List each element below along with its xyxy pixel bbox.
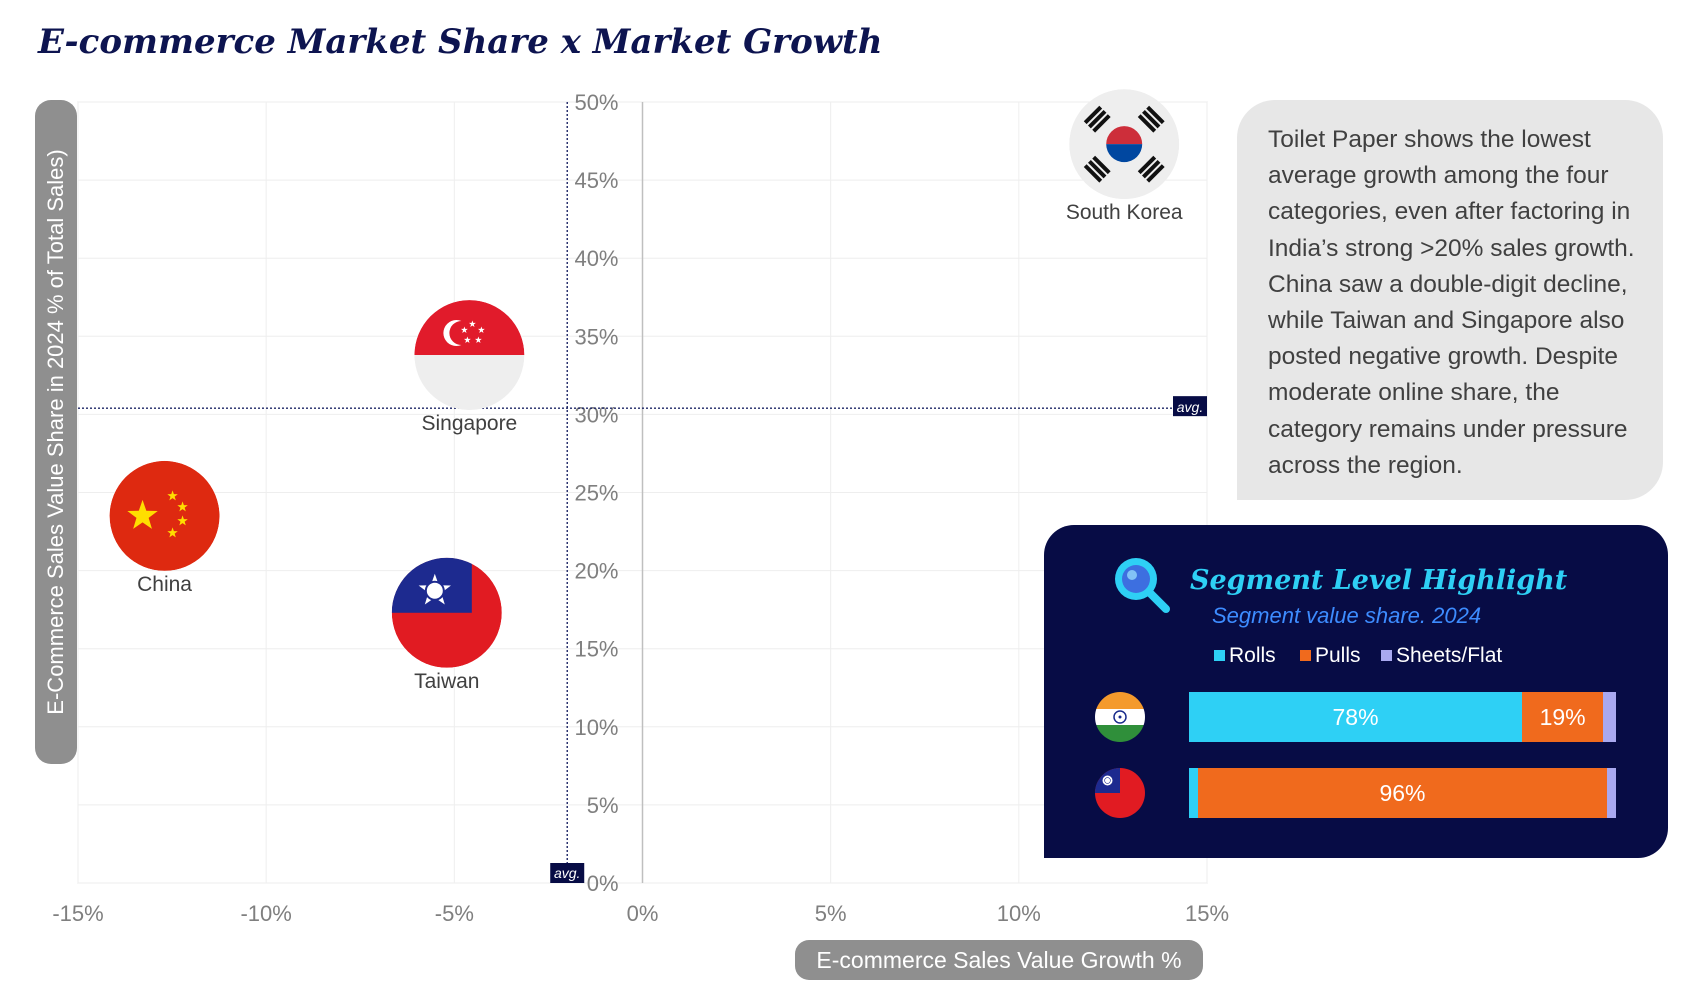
y-tick-label: 0% — [587, 871, 619, 896]
legend-swatch-pulls — [1300, 650, 1311, 661]
avg-badge-vertical — [550, 863, 585, 883]
y-tick-label: 50% — [574, 90, 618, 115]
avg-label-vertical: avg. — [554, 865, 580, 881]
segment-bar-taiwan: 96% — [1189, 768, 1616, 818]
x-tick-label: 5% — [815, 901, 847, 926]
axes: -15% -10% -5% 0% 5% 10% 15% 0% 5% 10% 15% 20% 25% 30%… — [52, 90, 1229, 926]
china-flag-icon — [109, 460, 220, 571]
y-tick-label: 45% — [574, 168, 618, 193]
legend-swatch-sheets — [1381, 650, 1392, 661]
y-axis-label-box — [35, 100, 77, 764]
x-tick-label: -15% — [52, 901, 103, 926]
legend-pulls: Pulls — [1300, 644, 1361, 668]
average-lines: avg. avg. — [78, 102, 1207, 883]
segment-bar-india-sheets — [1603, 692, 1616, 742]
legend-label-rolls: Rolls — [1229, 644, 1276, 667]
segment-title: Segment Level Highlight — [1190, 565, 1568, 596]
data-point-china — [109, 460, 220, 571]
x-axis-label: E-commerce Sales Value Growth % — [795, 940, 1203, 980]
legend-rolls: Rolls — [1214, 644, 1276, 668]
point-label-taiwan: Taiwan — [414, 670, 479, 693]
segment-highlight-panel: Segment Level Highlight Segment value sh… — [1044, 525, 1668, 858]
y-tick-label: 20% — [574, 559, 618, 584]
y-tick-label: 30% — [574, 402, 618, 427]
x-tick-label: 10% — [997, 901, 1041, 926]
x-tick-label: -5% — [435, 901, 474, 926]
y-tick-label: 5% — [587, 793, 619, 818]
point-label-china: China — [137, 573, 192, 596]
segment-bar-india-pulls: 19% — [1522, 692, 1604, 742]
segment-subtitle: Segment value share. 2024 — [1212, 603, 1482, 628]
y-tick-label: 35% — [574, 324, 618, 349]
taiwan-flag-icon — [391, 557, 502, 668]
segment-bar-india-rolls: 78% — [1189, 692, 1523, 742]
legend-label-pulls: Pulls — [1315, 644, 1361, 667]
y-tick-label: 40% — [574, 246, 618, 271]
singapore-flag-icon — [414, 300, 525, 411]
y-tick-label: 10% — [574, 715, 618, 740]
x-tick-label: 15% — [1185, 901, 1229, 926]
segment-bar-taiwan-pulls: 96% — [1197, 768, 1608, 818]
magnifier-icon — [1115, 558, 1170, 613]
avg-badge-horizontal — [1173, 396, 1207, 417]
chart-title: E-commerce Market Share x Market Growth — [38, 22, 883, 62]
data-point-south-korea — [1069, 89, 1180, 200]
legend-sheets: Sheets/Flat — [1381, 644, 1502, 668]
segment-bar-taiwan-rolls — [1189, 768, 1198, 818]
insight-callout: Toilet Paper shows the lowest average gr… — [1237, 100, 1663, 500]
data-point-singapore — [414, 300, 525, 411]
india-flag-icon — [1095, 692, 1145, 742]
x-tick-label: -10% — [240, 901, 291, 926]
y-tick-label: 25% — [574, 481, 618, 506]
avg-label-horizontal: avg. — [1177, 399, 1203, 415]
data-points: South Korea Singapore China Taiwan — [109, 89, 1183, 693]
point-label-south-korea: South Korea — [1066, 201, 1183, 224]
segment-bar-taiwan-sheets — [1607, 768, 1616, 818]
legend-label-sheets: Sheets/Flat — [1396, 644, 1503, 667]
south-korea-flag-icon — [1069, 89, 1180, 200]
legend-swatch-rolls — [1214, 650, 1225, 661]
y-tick-label: 15% — [574, 637, 618, 662]
insight-text: Toilet Paper shows the lowest average gr… — [1268, 126, 1635, 479]
data-point-taiwan — [391, 557, 502, 668]
x-tick-label: 0% — [627, 901, 659, 926]
point-label-singapore: Singapore — [422, 412, 518, 435]
taiwan-flag-icon-small — [1095, 768, 1145, 818]
segment-bar-india: 78% 19% — [1189, 692, 1616, 742]
